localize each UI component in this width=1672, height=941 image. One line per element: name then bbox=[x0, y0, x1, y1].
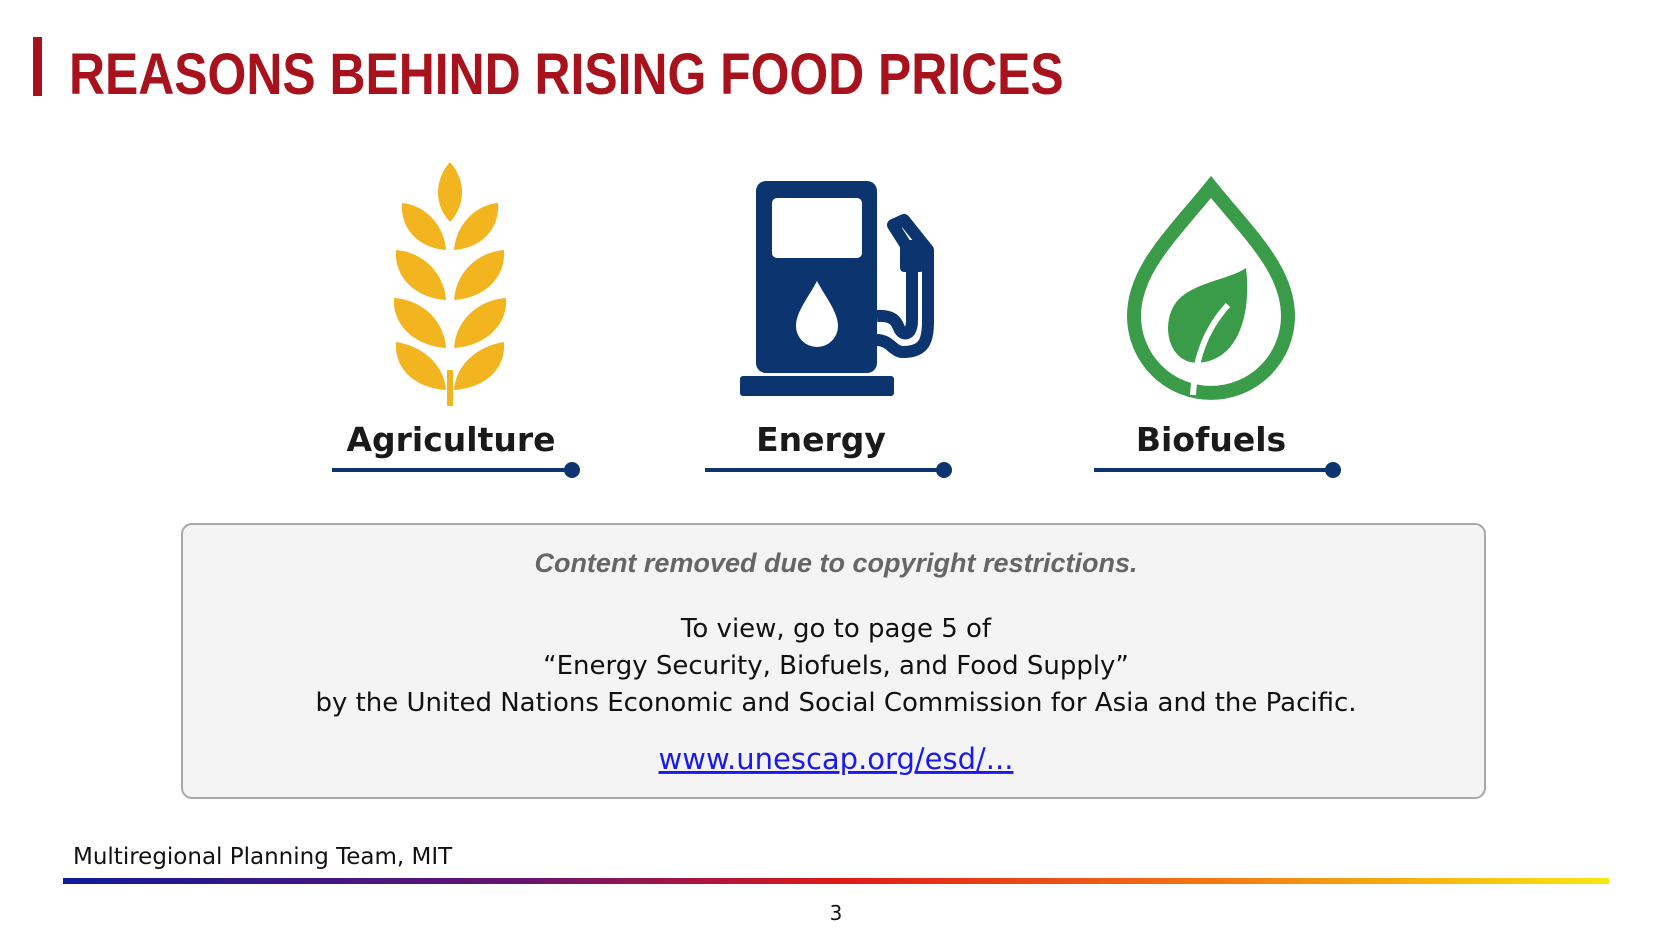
item-label: Biofuels bbox=[1136, 420, 1286, 459]
title-bar bbox=[33, 37, 42, 96]
notice-line: To view, go to page 5 of bbox=[680, 614, 992, 644]
notice-heading: Content removed due to copyright restric… bbox=[534, 548, 1137, 578]
source-link[interactable]: www.unescap.org/esd/... bbox=[659, 742, 1014, 776]
item-label: Agriculture bbox=[346, 420, 555, 459]
notice-box bbox=[181, 523, 1486, 799]
page-number: 3 bbox=[830, 901, 843, 925]
notice-line: by the United Nations Economic and Socia… bbox=[315, 688, 1356, 718]
wheat-icon bbox=[393, 162, 507, 406]
labels: Agriculture Energy Biofuels bbox=[346, 420, 1286, 459]
underlines bbox=[332, 462, 1341, 478]
pump-icon bbox=[740, 181, 934, 396]
biofuel-icon bbox=[1126, 175, 1296, 400]
notice-line: “Energy Security, Biofuels, and Food Sup… bbox=[543, 651, 1129, 681]
item-label: Energy bbox=[756, 420, 886, 459]
footer-rule bbox=[63, 878, 1609, 884]
footer-credit: Multiregional Planning Team, MIT bbox=[73, 844, 453, 870]
title: REASONS BEHIND RISING FOOD PRICES bbox=[69, 43, 1064, 107]
